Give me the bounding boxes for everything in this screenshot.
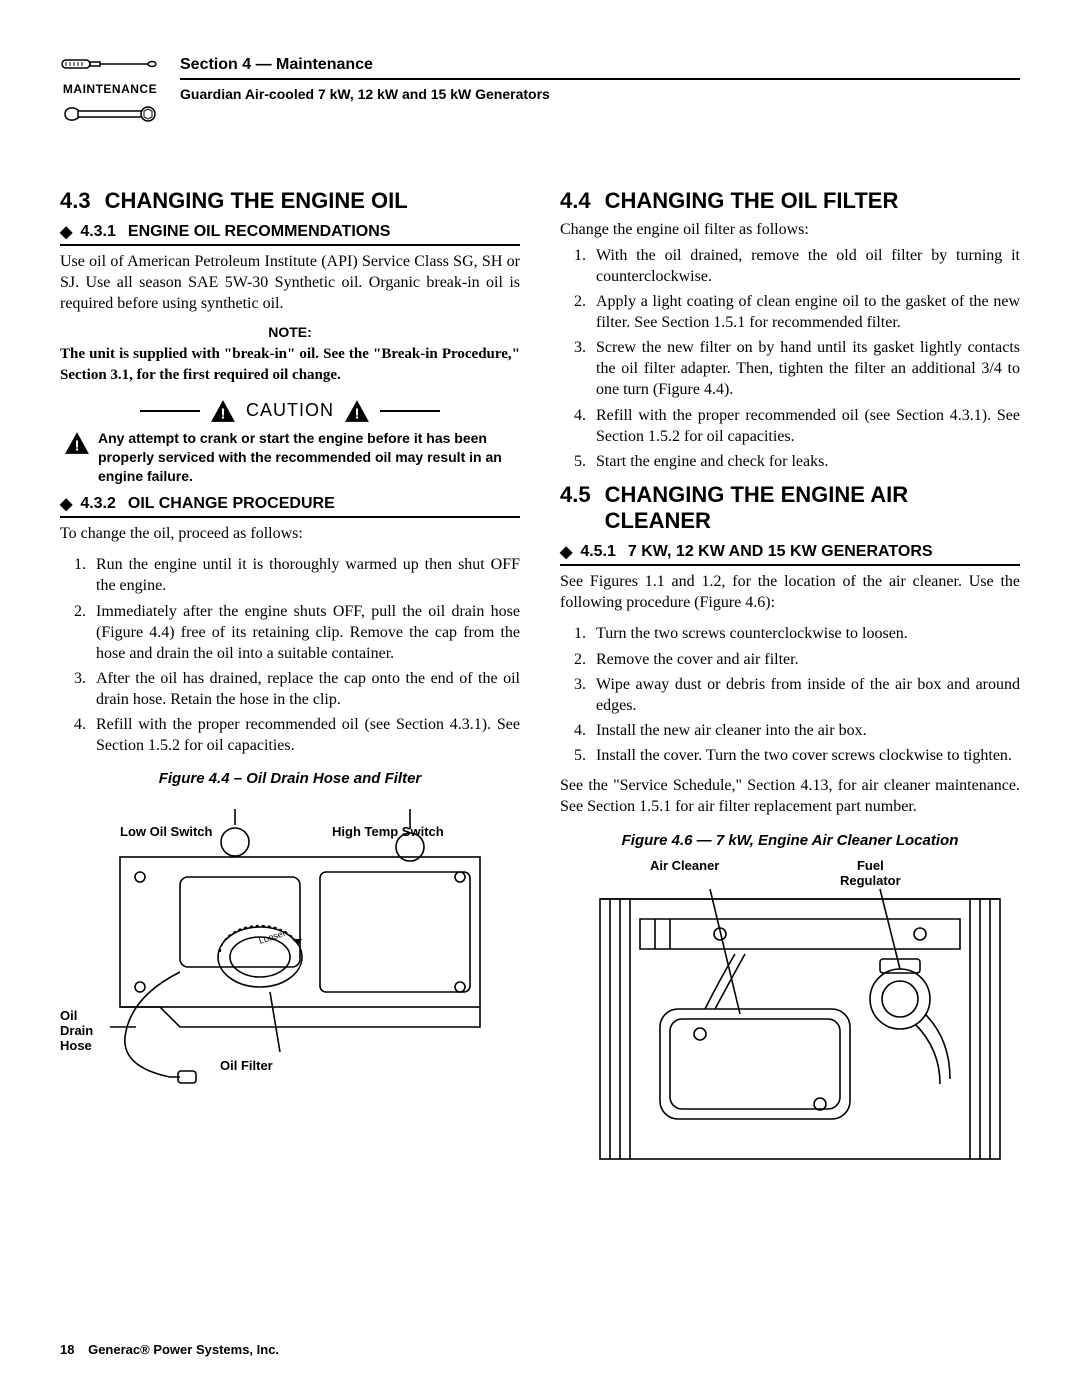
fig-label-oil-filter: Oil Filter [220,1059,273,1074]
caution-banner: ! CAUTION ! [60,399,520,423]
body-text: To change the oil, proceed as follows: [60,524,520,545]
note-label: NOTE: [60,324,520,340]
heading-title: CHANGING THE ENGINE AIR CLEANER [605,482,1020,534]
body-text: Change the engine oil filter as follows: [560,220,1020,241]
maintenance-badge: MAINTENANCE [60,50,160,128]
wrench-icon [60,100,160,128]
list-item: Turn the two screws counterclockwise to … [590,623,1020,644]
caution-label: CAUTION [246,400,334,421]
heading-4-5: 4.5 CHANGING THE ENGINE AIR CLEANER [560,482,1020,534]
body-text: See the "Service Schedule," Section 4.13… [560,776,1020,818]
footer-company: Generac® Power Systems, Inc. [88,1342,279,1357]
subheading-title: OIL CHANGE PROCEDURE [128,495,335,513]
heading-number: 4.5 [560,482,591,534]
heading-4-5-1: ◆ 4.5.1 7 KW, 12 KW AND 15 KW GENERATORS [560,542,1020,566]
badge-label: MAINTENANCE [60,82,160,96]
caution-rule-right [380,410,440,412]
list-item: Screw the new filter on by hand until it… [590,337,1020,400]
figure-caption-46: Figure 4.6 — 7 kW, Engine Air Cleaner Lo… [560,832,1020,849]
list-item: With the oil drained, remove the old oil… [590,245,1020,287]
subheading-number: 4.5.1 [580,543,616,561]
list-item: Refill with the proper recommended oil (… [90,714,520,756]
heading-number: 4.4 [560,188,591,214]
fig-label-high-temp: High Temp Switch [332,825,444,840]
caution-text: ! Any attempt to crank or start the engi… [60,429,520,486]
list-item: Install the cover. Turn the two cover sc… [590,745,1020,766]
caution-body: Any attempt to crank or start the engine… [98,429,516,486]
list-item: Run the engine until it is thoroughly wa… [90,554,520,596]
procedure-list-451: Turn the two screws counterclockwise to … [560,623,1020,766]
fig-label-fuel-reg: Fuel Regulator [840,859,901,889]
page-number: 18 [60,1342,74,1357]
list-item: Install the new air cleaner into the air… [590,720,1020,741]
list-item: Start the engine and check for leaks. [590,451,1020,472]
heading-4-3: 4.3 CHANGING THE ENGINE OIL [60,188,520,214]
subheading-title: 7 KW, 12 KW AND 15 KW GENERATORS [628,543,933,561]
heading-number: 4.3 [60,188,91,214]
procedure-list-432: Run the engine until it is thoroughly wa… [60,554,520,756]
procedure-list-44: With the oil drained, remove the old oil… [560,245,1020,472]
fig-label-air-cleaner: Air Cleaner [650,859,719,874]
subheading-number: 4.3.1 [80,223,116,241]
product-line: Guardian Air-cooled 7 kW, 12 kW and 15 k… [180,86,1020,102]
diamond-bullet-icon: ◆ [60,222,72,242]
warning-triangle-icon: ! [210,399,236,423]
note-body: The unit is supplied with "break-in" oil… [60,344,520,385]
warning-triangle-icon: ! [64,431,90,455]
page-header: MAINTENANCE Section 4 — Maintenance Guar… [60,50,1020,128]
caution-rule-left [140,410,200,412]
subheading-title: ENGINE OIL RECOMMENDATIONS [128,223,391,241]
list-item: Immediately after the engine shuts OFF, … [90,601,520,664]
left-column: 4.3 CHANGING THE ENGINE OIL ◆ 4.3.1 ENGI… [60,188,520,1199]
heading-title: CHANGING THE OIL FILTER [605,188,899,214]
right-column: 4.4 CHANGING THE OIL FILTER Change the e… [560,188,1020,1199]
heading-4-4: 4.4 CHANGING THE OIL FILTER [560,188,1020,214]
body-text: Use oil of American Petroleum Institute … [60,252,520,314]
list-item: After the oil has drained, replace the c… [90,668,520,710]
svg-text:Loosen: Loosen [258,928,289,947]
screwdriver-icon [60,50,160,78]
svg-text:!: ! [220,405,225,422]
header-rule [180,78,1020,80]
diamond-bullet-icon: ◆ [60,494,72,514]
heading-4-3-2: ◆ 4.3.2 OIL CHANGE PROCEDURE [60,494,520,518]
page-footer: 18 Generac® Power Systems, Inc. [60,1342,279,1357]
list-item: Refill with the proper recommended oil (… [590,405,1020,447]
fig-label-low-oil: Low Oil Switch [120,825,212,840]
list-item: Apply a light coating of clean engine oi… [590,291,1020,333]
figure-4-6: Air Cleaner Fuel Regulator [560,859,1020,1199]
figure-caption-44: Figure 4.4 – Oil Drain Hose and Filter [60,770,520,787]
air-cleaner-diagram [560,859,1020,1169]
svg-text:!: ! [74,437,79,454]
list-item: Wipe away dust or debris from inside of … [590,674,1020,716]
fig-label-oil-drain: Oil Drain Hose [60,1009,93,1054]
figure-4-4: Loosen Low Oil Switch High Temp Switch O… [60,797,520,1097]
subheading-number: 4.3.2 [80,495,116,513]
content-columns: 4.3 CHANGING THE ENGINE OIL ◆ 4.3.1 ENGI… [60,188,1020,1199]
section-label: Section 4 — Maintenance [180,56,1020,74]
diamond-bullet-icon: ◆ [560,542,572,562]
svg-text:!: ! [354,405,359,422]
header-text-block: Section 4 — Maintenance Guardian Air-coo… [180,50,1020,102]
heading-title: CHANGING THE ENGINE OIL [105,188,408,214]
heading-4-3-1: ◆ 4.3.1 ENGINE OIL RECOMMENDATIONS [60,222,520,246]
oil-drain-diagram: Loosen [60,797,520,1097]
body-text: See Figures 1.1 and 1.2, for the locatio… [560,572,1020,614]
warning-triangle-icon: ! [344,399,370,423]
list-item: Remove the cover and air filter. [590,649,1020,670]
